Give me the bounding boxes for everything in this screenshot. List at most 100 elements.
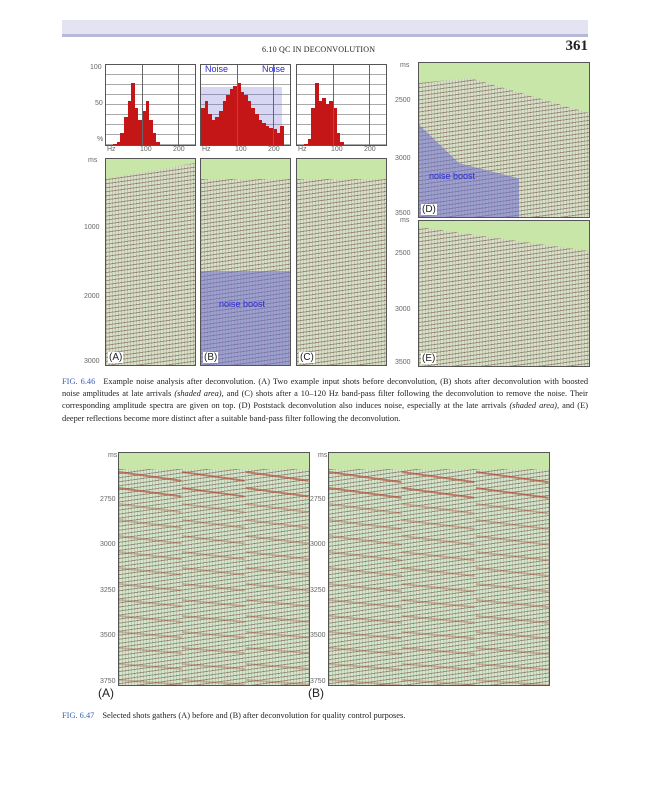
- reflection-event: [402, 583, 476, 593]
- time-tick: 3500: [395, 210, 411, 217]
- reflection-event: [329, 503, 402, 515]
- reflection-event: [329, 471, 402, 484]
- x-tick: 100: [140, 146, 152, 153]
- reflection-event: [245, 519, 309, 529]
- reflection-event: [475, 551, 549, 562]
- spectrum-bar: [138, 120, 143, 145]
- y-tick: 100: [90, 64, 102, 71]
- panel-label: (C): [299, 352, 315, 363]
- grid-line: [369, 65, 370, 145]
- reflection-event: [329, 615, 403, 624]
- reflection-event: [245, 647, 309, 655]
- seismic-panel-a: (A): [105, 158, 196, 366]
- figure-label: FIG. 6.46: [62, 377, 96, 386]
- figure-6-46-caption: FIG. 6.46 Example noise analysis after de…: [62, 376, 588, 425]
- grid-line: [273, 65, 274, 145]
- reflection-event: [182, 631, 246, 639]
- reflection-event: [119, 551, 183, 561]
- spectrum-bar: [262, 123, 266, 145]
- spectrum-bar: [280, 126, 284, 145]
- reflection-event: [475, 631, 549, 640]
- time-tick: 3250: [310, 586, 326, 594]
- spectrum-bar: [120, 132, 125, 145]
- reflection-event: [475, 487, 549, 499]
- reflection-event: [119, 519, 182, 529]
- shot-gather-panel: [118, 452, 310, 686]
- spectrum-bar: [269, 127, 274, 145]
- grid-line: [142, 65, 143, 145]
- time-tick: ms: [400, 217, 410, 224]
- reflection-event: [182, 647, 246, 655]
- spectrum-bar: [276, 132, 281, 145]
- amplitude-spectrum: [296, 64, 387, 146]
- reflection-event: [119, 503, 182, 514]
- spectrum-bar: [201, 107, 205, 145]
- caption-text: (shaded area): [509, 401, 557, 411]
- reflection-event: [182, 679, 246, 685]
- spectrum-bar: [273, 129, 277, 145]
- spectrum-bar: [311, 107, 316, 145]
- time-tick: 3000: [100, 541, 116, 549]
- x-tick: 200: [173, 146, 185, 153]
- reflection-event: [119, 583, 183, 592]
- spectrum-bar: [229, 88, 234, 145]
- time-tick: 3500: [395, 359, 411, 366]
- spectrum-bar: [265, 126, 270, 145]
- reflection-event: [402, 519, 476, 531]
- spectrum-bar: [237, 82, 241, 145]
- time-tick: 2500: [395, 97, 411, 104]
- spectrum-bar: [255, 113, 259, 145]
- spectrum-bar: [149, 120, 153, 145]
- reflection-event: [182, 503, 246, 514]
- spectrum-bar: [134, 107, 139, 145]
- spectrum-bar: [244, 95, 248, 145]
- panel-label: (A): [108, 352, 124, 363]
- reflection-event: [475, 567, 549, 577]
- reflection-event: [402, 503, 476, 515]
- spectrum-bar: [113, 143, 117, 145]
- grid-line: [237, 65, 238, 145]
- time-tick: 3750: [100, 678, 116, 685]
- reflection-event: [475, 615, 549, 624]
- reflection-event: [402, 535, 476, 546]
- reflection-event: [329, 599, 403, 609]
- reflection-event: [119, 567, 183, 576]
- reflection-event: [402, 631, 476, 640]
- time-tick: 2750: [100, 495, 116, 503]
- time-tick: ms: [400, 62, 410, 69]
- reflection-event: [475, 471, 549, 484]
- noise-label: Noise: [262, 64, 286, 74]
- caption-text: Selected shots gathers (A) before and (B…: [102, 711, 406, 720]
- noise-boost-label: noise boost: [219, 299, 266, 309]
- reflection-event: [402, 471, 476, 484]
- reflection-event: [182, 663, 246, 670]
- page-number: 361: [565, 38, 589, 54]
- reflection-event: [329, 631, 403, 640]
- reflection-event: [245, 551, 309, 561]
- seismic-panel-e: (E): [418, 220, 590, 367]
- reflection-event: [245, 535, 309, 545]
- reflection-event: [329, 519, 402, 531]
- spectrum-bar: [215, 116, 220, 145]
- reflection-event: [329, 535, 402, 546]
- time-tick: 2500: [395, 250, 411, 257]
- reflection-event: [119, 615, 183, 623]
- time-tick: 3000: [395, 306, 411, 313]
- reflection-event: [119, 487, 182, 498]
- x-tick: 200: [268, 146, 280, 153]
- spectrum-bar: [124, 116, 128, 145]
- shot-gather-panel: [328, 452, 550, 686]
- panel-label: (E): [421, 353, 437, 364]
- time-tick: 3250: [100, 586, 116, 594]
- reflection-event: [475, 663, 549, 671]
- spectrum-bar: [204, 101, 209, 145]
- panel-label: (B): [307, 686, 325, 700]
- spectrum-bar: [127, 101, 132, 145]
- reflection-event: [329, 663, 403, 671]
- spectrum-bar: [340, 141, 344, 145]
- spectrum-bar: [318, 101, 323, 145]
- x-tick: 200: [364, 146, 376, 153]
- spectrum-bar: [325, 104, 330, 145]
- panel-label: (D): [421, 204, 437, 215]
- reflection-event: [245, 615, 309, 623]
